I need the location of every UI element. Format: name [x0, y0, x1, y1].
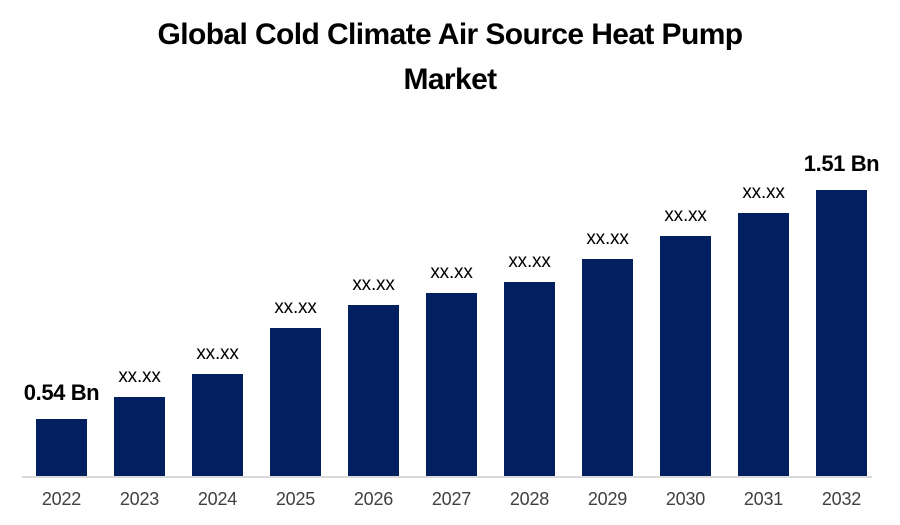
bar-2029 — [582, 259, 633, 476]
bar-value-label-2032: 1.51 Bn — [803, 151, 880, 176]
bar-value-label-2022: 0.54 Bn — [23, 380, 100, 405]
chart-title: Global Cold Climate Air Source Heat Pump… — [0, 12, 900, 102]
chart-title-line-1: Global Cold Climate Air Source Heat Pump — [157, 18, 744, 51]
bar-value-label-2026: xx.xx — [352, 274, 395, 295]
bar-2023 — [114, 397, 165, 476]
bar-2024 — [192, 374, 243, 476]
bar-value-label-2028: xx.xx — [508, 251, 551, 272]
x-tick-label-2026: 2026 — [353, 489, 394, 509]
x-tick-label-2028: 2028 — [509, 489, 550, 509]
bar-value-label-2023: xx.xx — [118, 366, 161, 387]
bar-2025 — [270, 328, 321, 476]
bar-value-label-2025: xx.xx — [274, 297, 317, 318]
x-tick-label-2031: 2031 — [743, 489, 784, 509]
bar-value-label-2031: xx.xx — [742, 182, 785, 203]
bar-2032 — [816, 190, 867, 476]
bar-value-label-2024: xx.xx — [196, 343, 239, 364]
bar-2031 — [738, 213, 789, 476]
x-tick-label-2032: 2032 — [821, 489, 862, 509]
x-tick-label-2030: 2030 — [665, 489, 706, 509]
x-tick-label-2029: 2029 — [587, 489, 628, 509]
bar-value-label-2027: xx.xx — [430, 262, 473, 283]
bar-2030 — [660, 236, 711, 476]
bar-value-label-2029: xx.xx — [586, 228, 629, 249]
bar-2022 — [36, 419, 87, 476]
chart-title-line-2: Market — [403, 63, 497, 96]
x-axis-line — [22, 476, 872, 478]
x-tick-label-2027: 2027 — [431, 489, 472, 509]
bar-2028 — [504, 282, 555, 476]
bar-2026 — [348, 305, 399, 476]
bar-2027 — [426, 293, 477, 476]
x-tick-label-2025: 2025 — [275, 489, 316, 509]
x-tick-label-2024: 2024 — [197, 489, 238, 509]
x-tick-label-2022: 2022 — [41, 489, 82, 509]
x-tick-label-2023: 2023 — [119, 489, 160, 509]
bar-value-label-2030: xx.xx — [664, 205, 707, 226]
